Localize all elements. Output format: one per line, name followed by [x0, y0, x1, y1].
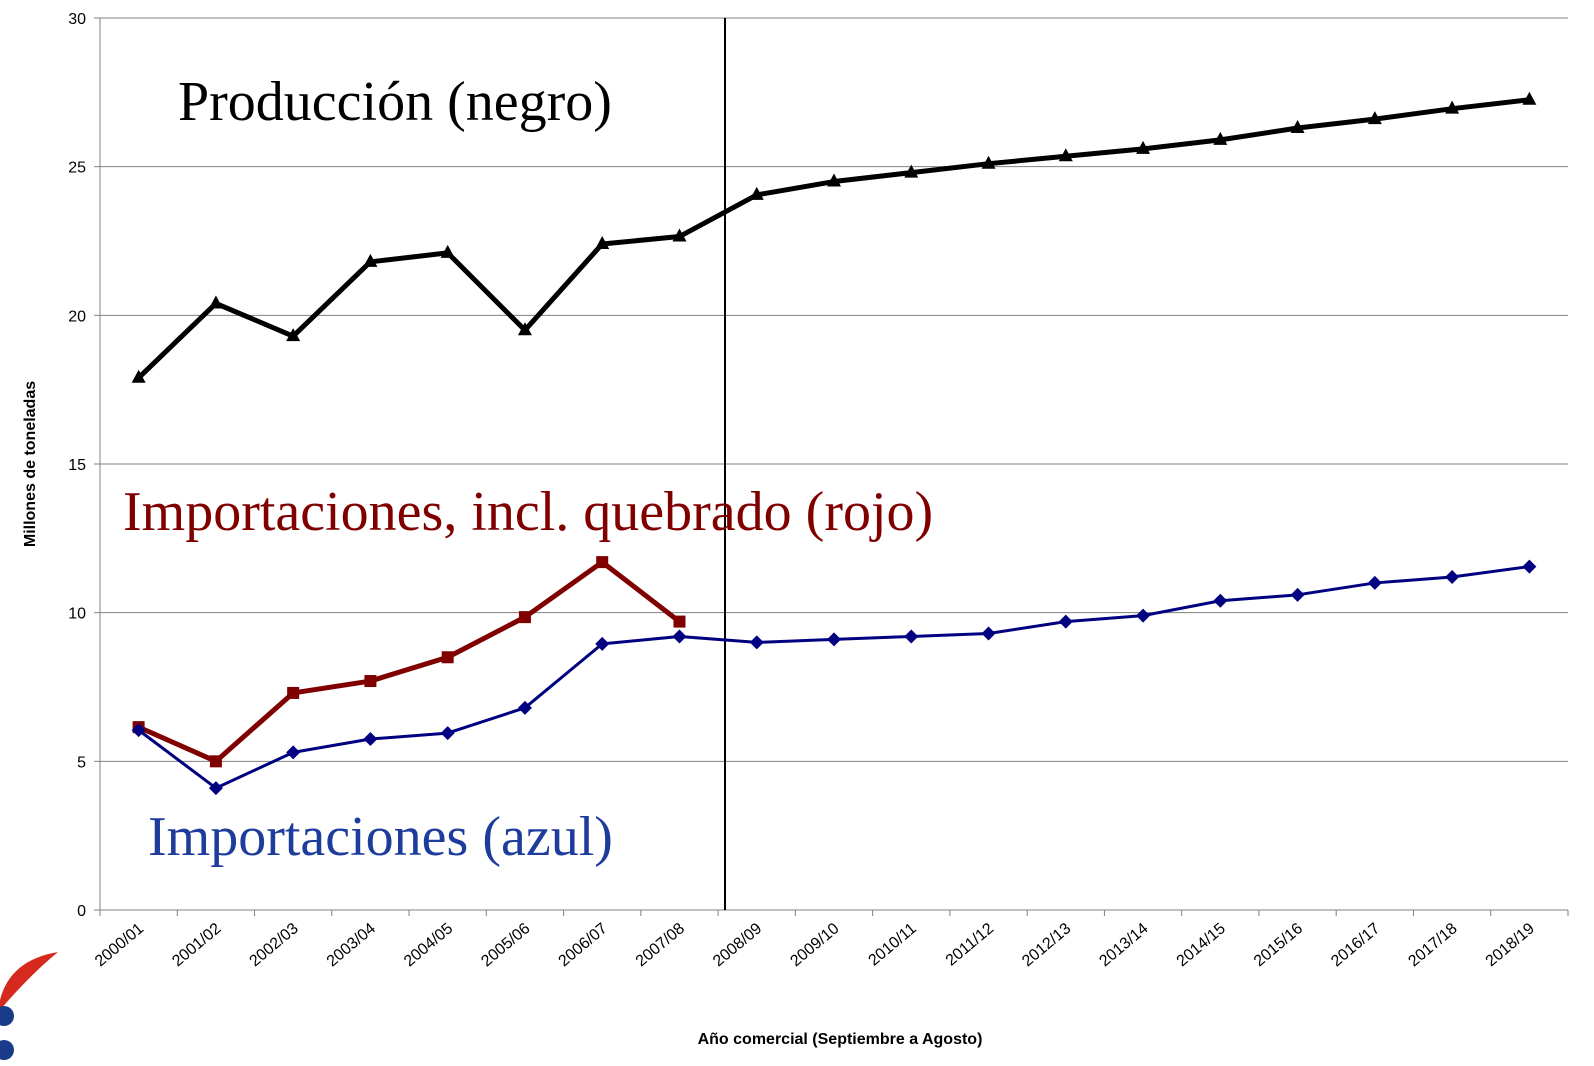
marker: [364, 675, 377, 688]
logo-dot: [0, 1006, 14, 1026]
x-tick-label: 2010/11: [866, 920, 920, 970]
series-annotation: Importaciones, incl. quebrado (rojo): [123, 481, 933, 543]
marker: [749, 635, 764, 650]
marker: [440, 244, 455, 258]
marker: [131, 369, 146, 383]
grid: [94, 17, 1569, 916]
series-annotation: Importaciones (azul): [148, 806, 613, 868]
y-tick-label: 20: [68, 308, 86, 325]
marker: [517, 700, 532, 715]
marker: [286, 745, 301, 760]
x-tick-label: 2008/09: [710, 920, 765, 970]
x-tick-label: 2013/14: [1096, 920, 1151, 970]
series-line: [137, 565, 1530, 790]
x-tick-label: 2016/17: [1328, 920, 1383, 970]
marker: [1522, 559, 1537, 574]
marker: [441, 651, 454, 664]
marker: [981, 155, 996, 169]
y-tick-label: 5: [77, 754, 86, 771]
x-tick-label: 2003/04: [324, 920, 379, 970]
x-tick-label: 2011/12: [943, 920, 997, 970]
x-tick-label: 2000/01: [92, 920, 147, 970]
y-tick-label: 10: [68, 606, 86, 623]
marker: [904, 164, 919, 178]
marker: [1136, 608, 1151, 623]
marker: [1445, 569, 1460, 584]
x-tick-label: 2005/06: [478, 920, 533, 970]
y-tick-label: 0: [77, 903, 86, 920]
x-tick-label: 2006/07: [556, 920, 611, 970]
marker: [1213, 593, 1228, 608]
marker: [1367, 111, 1382, 125]
marker: [595, 235, 610, 249]
series-annotation: Producción (negro): [178, 71, 612, 133]
marker: [672, 228, 687, 242]
x-axis-label: Año comercial (Septiembre a Agosto): [698, 1031, 983, 1048]
logo-swoosh: [0, 952, 58, 1010]
y-tick-label: 15: [68, 457, 86, 474]
series-line: [136, 97, 1530, 380]
x-tick-label: 2014/15: [1174, 920, 1229, 970]
x-tick-label: 2004/05: [401, 920, 456, 970]
marker: [749, 186, 764, 200]
marker: [672, 629, 687, 644]
marker: [209, 755, 222, 768]
x-tick-label: 2018/19: [1483, 920, 1538, 970]
marker: [827, 173, 841, 187]
marker: [1522, 91, 1537, 105]
marker: [440, 726, 455, 741]
marker: [1058, 148, 1073, 162]
marker: [827, 632, 841, 647]
marker: [1213, 131, 1228, 145]
marker: [286, 328, 301, 342]
logo-dot: [0, 1040, 14, 1060]
marker: [518, 611, 531, 624]
marker: [1290, 120, 1305, 134]
x-tick-label: 2001/02: [169, 920, 224, 970]
x-tick-label: 2012/13: [1019, 920, 1074, 970]
marker: [673, 615, 686, 628]
marker: [595, 636, 610, 651]
x-tick-label: 2017/18: [1405, 920, 1460, 970]
marker: [1290, 587, 1305, 602]
marker: [904, 629, 919, 644]
series-line: [137, 559, 681, 764]
marker: [208, 295, 223, 309]
y-axis-label: Millones de toneladas: [22, 381, 39, 547]
marker: [1367, 575, 1382, 590]
x-tick-label: 2007/08: [633, 920, 688, 970]
marker: [1136, 140, 1151, 154]
marker: [517, 322, 532, 336]
marker: [981, 626, 996, 641]
marker: [596, 556, 609, 569]
logo: [0, 952, 58, 1060]
x-tick-label: 2015/16: [1251, 920, 1306, 970]
y-tick-label: 30: [68, 11, 86, 28]
y-tick-label: 25: [68, 160, 86, 177]
marker: [363, 253, 378, 267]
marker: [287, 686, 300, 699]
x-tick-label: 2009/10: [787, 920, 842, 970]
marker: [1058, 614, 1073, 629]
marker: [1445, 100, 1460, 114]
marker: [208, 781, 223, 796]
marker: [363, 732, 378, 747]
marker: [131, 723, 146, 738]
x-tick-label: 2002/03: [246, 920, 301, 970]
